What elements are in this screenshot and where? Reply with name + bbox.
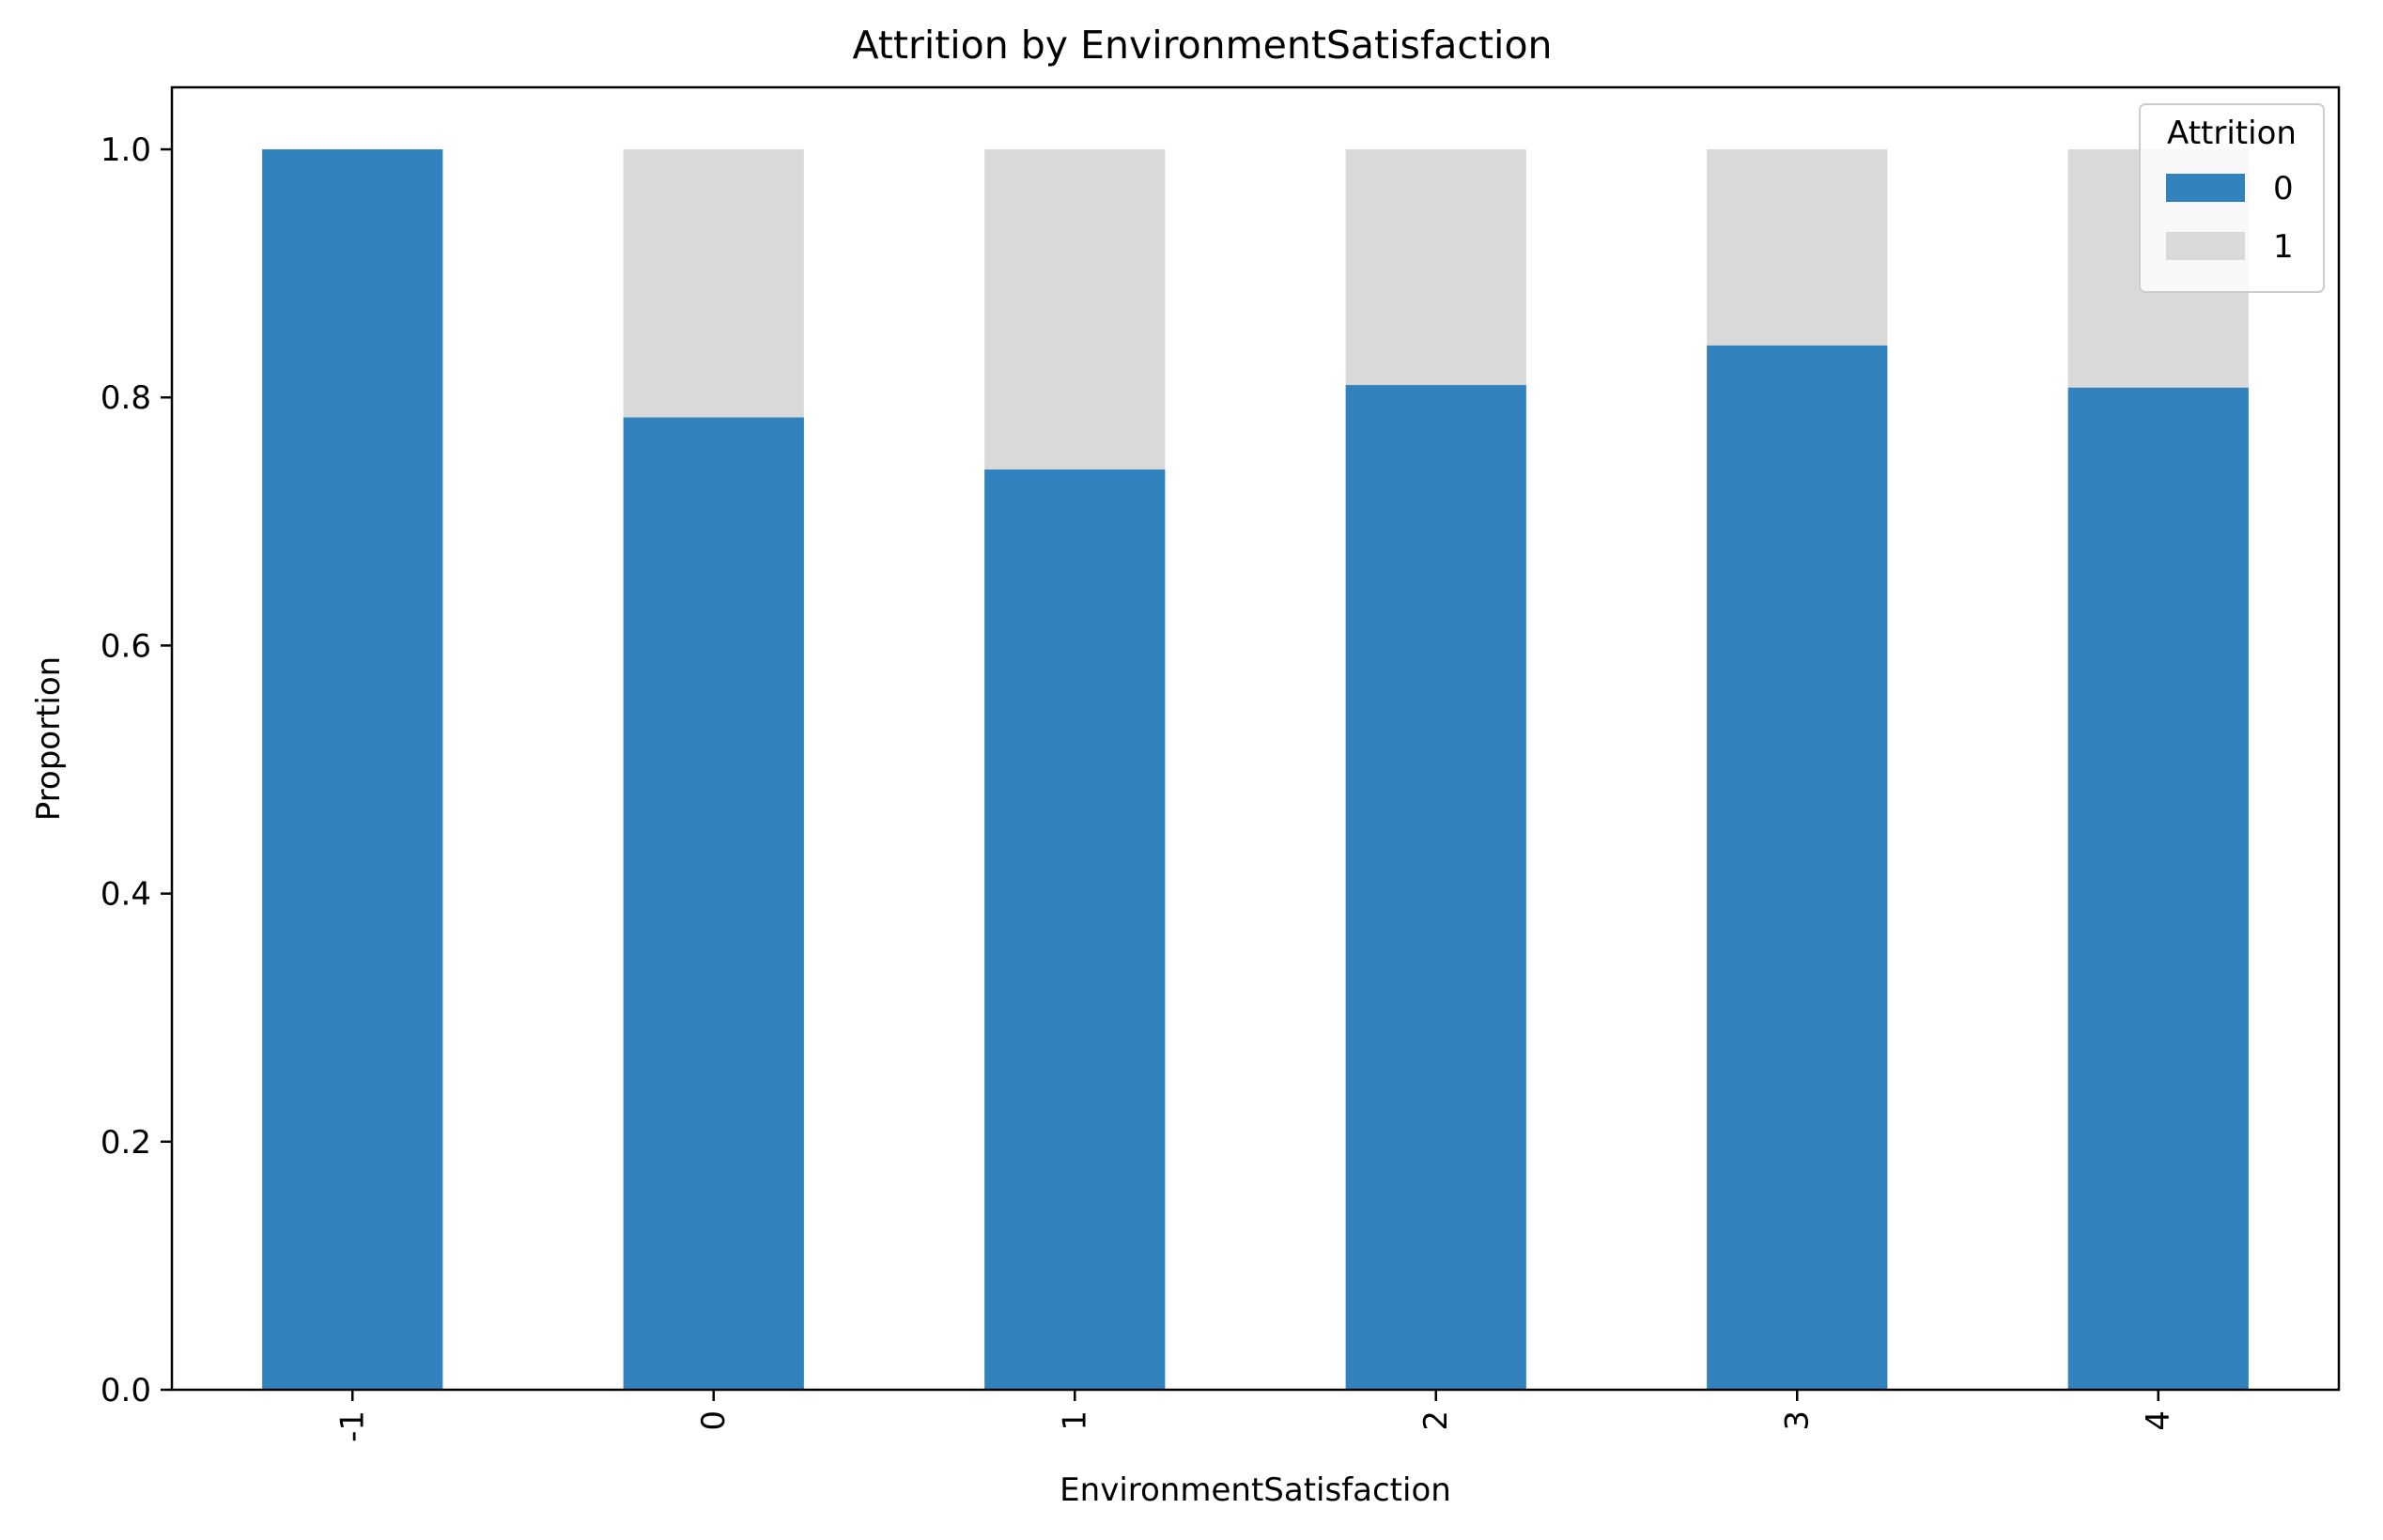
bar-series-1-cat-2 [1345, 149, 1526, 386]
bar-series-0-cat-1 [984, 469, 1166, 1390]
bar-series-1-cat-3 [1707, 149, 1888, 346]
bar-series-1-cat-1 [984, 149, 1166, 470]
legend-items: 01 [2166, 170, 2294, 266]
legend-swatch-0 [2166, 174, 2245, 202]
x-axis-label: EnvironmentSatisfaction [1060, 1471, 1451, 1509]
bar-series-1-cat-0 [623, 149, 804, 418]
y-axis: 0.0 0.2 0.4 0.6 0.8 1.0 [101, 131, 172, 1409]
y-tick-label: 0.4 [101, 876, 151, 914]
y-tick-label: 0.8 [101, 379, 151, 417]
x-axis: -1 0 1 2 3 4 [333, 1390, 2177, 1442]
bars-layer [262, 149, 2249, 1391]
legend: Attrition 01 [2139, 103, 2325, 293]
y-tick-label: 0.0 [101, 1372, 151, 1409]
bar-series-0-cat-0 [623, 417, 804, 1391]
bar-series-0-cat-2 [1345, 385, 1526, 1390]
legend-swatch-1 [2166, 232, 2245, 260]
x-tick-label: -1 [333, 1410, 371, 1442]
y-tick-label: 0.6 [101, 627, 151, 665]
legend-title: Attrition [2167, 115, 2297, 152]
bar-series-0-cat-3 [1707, 345, 1888, 1391]
y-tick-label: 1.0 [101, 131, 151, 169]
x-tick-label: 0 [695, 1410, 733, 1431]
x-tick-label: 2 [1417, 1410, 1455, 1431]
bar-series-0-cat-4 [2067, 387, 2249, 1391]
chart-title: Attrition by EnvironmentSatisfaction [852, 23, 1552, 68]
x-tick-label: 3 [1778, 1410, 1816, 1431]
bar-series-0-cat--1 [262, 149, 443, 1391]
legend-label-0: 0 [2273, 170, 2294, 208]
x-tick-label: 4 [2140, 1410, 2177, 1431]
x-tick-label: 1 [1056, 1410, 1093, 1431]
y-tick-label: 0.2 [101, 1124, 151, 1162]
y-axis-label: Proportion [30, 656, 68, 821]
legend-label-1: 1 [2273, 228, 2294, 266]
plot-frame [170, 85, 2341, 1392]
